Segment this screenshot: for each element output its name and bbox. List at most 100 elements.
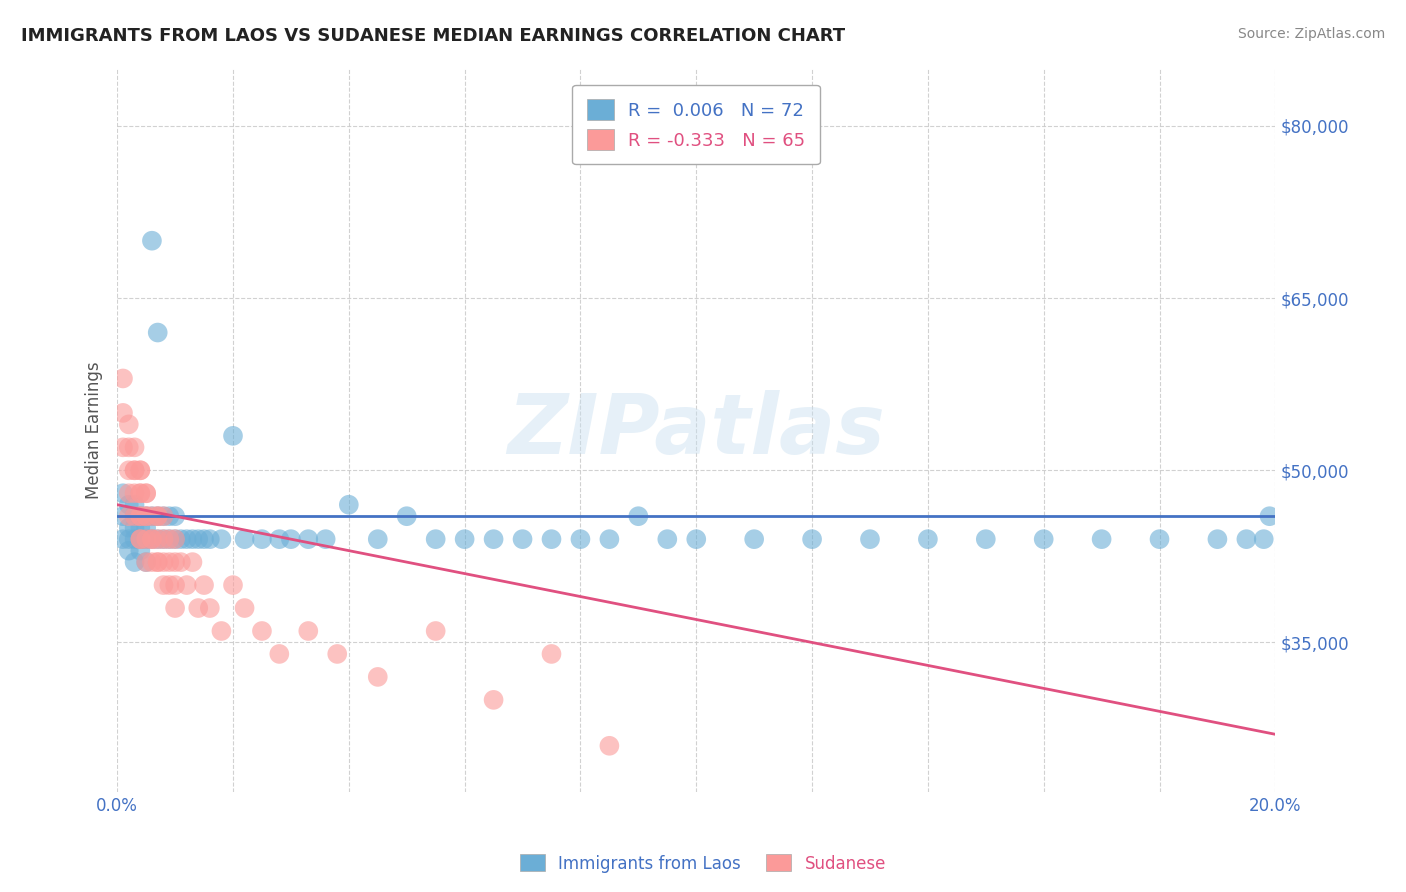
Point xyxy=(135,555,157,569)
Point xyxy=(297,532,319,546)
Point xyxy=(181,532,204,546)
Point xyxy=(129,532,152,546)
Point xyxy=(425,624,447,638)
Point xyxy=(569,532,592,546)
Text: IMMIGRANTS FROM LAOS VS SUDANESE MEDIAN EARNINGS CORRELATION CHART: IMMIGRANTS FROM LAOS VS SUDANESE MEDIAN … xyxy=(21,27,845,45)
Point xyxy=(141,234,163,248)
Point xyxy=(124,555,146,569)
Point xyxy=(152,532,174,546)
Point xyxy=(598,532,620,546)
Point xyxy=(146,532,169,546)
Point xyxy=(152,555,174,569)
Point xyxy=(742,532,765,546)
Point xyxy=(337,498,360,512)
Point xyxy=(280,532,302,546)
Point xyxy=(129,509,152,524)
Point xyxy=(157,532,180,546)
Point xyxy=(141,532,163,546)
Point xyxy=(135,509,157,524)
Point xyxy=(859,532,882,546)
Point xyxy=(917,532,939,546)
Point xyxy=(193,532,215,546)
Point xyxy=(395,509,418,524)
Point xyxy=(146,509,169,524)
Point xyxy=(297,624,319,638)
Point xyxy=(187,532,209,546)
Point xyxy=(198,601,221,615)
Point xyxy=(269,647,291,661)
Point xyxy=(170,555,193,569)
Point xyxy=(170,532,193,546)
Point xyxy=(157,555,180,569)
Point xyxy=(135,486,157,500)
Point xyxy=(135,521,157,535)
Point xyxy=(111,532,134,546)
Point xyxy=(165,555,187,569)
Point xyxy=(627,509,650,524)
Point xyxy=(124,509,146,524)
Point xyxy=(111,486,134,500)
Point xyxy=(146,509,169,524)
Point xyxy=(129,509,152,524)
Point xyxy=(124,521,146,535)
Point xyxy=(1234,532,1257,546)
Point xyxy=(111,440,134,454)
Point xyxy=(118,486,141,500)
Point xyxy=(118,532,141,546)
Point xyxy=(540,647,562,661)
Point xyxy=(233,532,256,546)
Legend: Immigrants from Laos, Sudanese: Immigrants from Laos, Sudanese xyxy=(513,847,893,880)
Point xyxy=(135,509,157,524)
Point xyxy=(152,532,174,546)
Point xyxy=(129,532,152,546)
Point xyxy=(118,463,141,477)
Point xyxy=(111,509,134,524)
Point xyxy=(209,532,232,546)
Point xyxy=(222,429,245,443)
Point xyxy=(141,509,163,524)
Point xyxy=(209,624,232,638)
Point xyxy=(157,509,180,524)
Point xyxy=(193,578,215,592)
Point xyxy=(111,406,134,420)
Point xyxy=(135,532,157,546)
Point xyxy=(1091,532,1114,546)
Point xyxy=(165,578,187,592)
Point xyxy=(176,532,198,546)
Point xyxy=(1032,532,1054,546)
Point xyxy=(250,532,273,546)
Text: ZIPatlas: ZIPatlas xyxy=(508,390,886,471)
Point xyxy=(269,532,291,546)
Point xyxy=(129,532,152,546)
Point xyxy=(124,486,146,500)
Point xyxy=(482,532,505,546)
Point xyxy=(974,532,997,546)
Point xyxy=(129,532,152,546)
Point xyxy=(124,509,146,524)
Point xyxy=(157,532,180,546)
Point xyxy=(222,578,245,592)
Point xyxy=(315,532,337,546)
Point xyxy=(129,463,152,477)
Point xyxy=(801,532,824,546)
Point xyxy=(129,463,152,477)
Point xyxy=(176,578,198,592)
Point xyxy=(425,532,447,546)
Point xyxy=(141,532,163,546)
Point xyxy=(157,578,180,592)
Point xyxy=(118,543,141,558)
Point xyxy=(198,532,221,546)
Point xyxy=(135,555,157,569)
Point xyxy=(118,509,141,524)
Point xyxy=(165,601,187,615)
Point xyxy=(146,555,169,569)
Legend: R =  0.006   N = 72, R = -0.333   N = 65: R = 0.006 N = 72, R = -0.333 N = 65 xyxy=(572,85,820,164)
Point xyxy=(124,498,146,512)
Point xyxy=(141,509,163,524)
Point xyxy=(111,371,134,385)
Point xyxy=(187,601,209,615)
Point xyxy=(135,532,157,546)
Y-axis label: Median Earnings: Median Earnings xyxy=(86,361,103,499)
Point xyxy=(1149,532,1171,546)
Point xyxy=(124,463,146,477)
